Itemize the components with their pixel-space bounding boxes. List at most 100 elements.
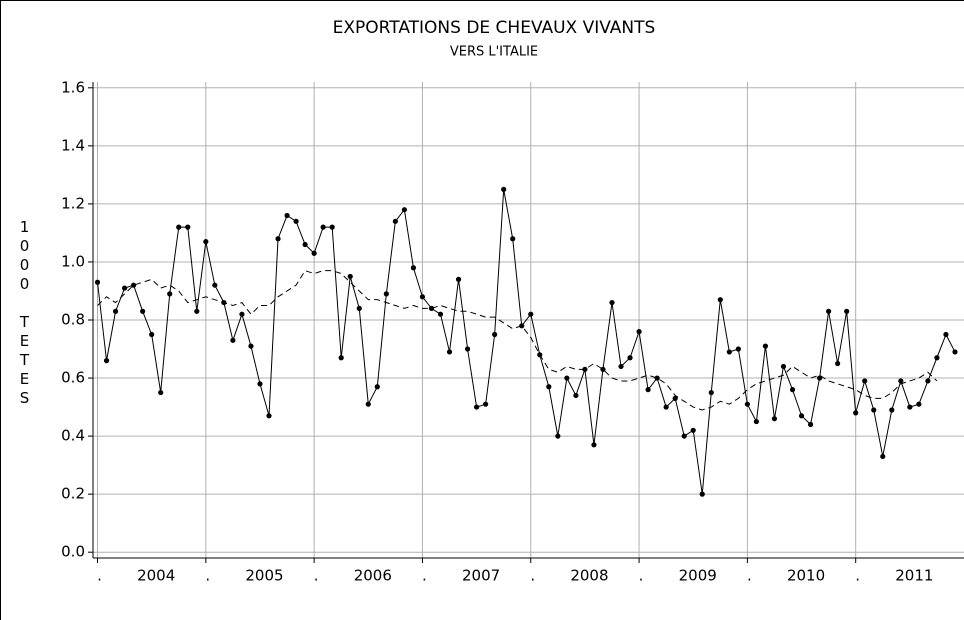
y-tick-label: 1.4 bbox=[61, 136, 85, 154]
data-point bbox=[492, 331, 498, 338]
y-tick-label: 1.0 bbox=[61, 252, 85, 270]
data-point bbox=[582, 366, 588, 372]
y-tick-label: 0.0 bbox=[61, 543, 85, 561]
data-point bbox=[826, 308, 832, 314]
data-point bbox=[627, 355, 633, 361]
data-point bbox=[392, 218, 398, 224]
data-point bbox=[176, 224, 182, 230]
data-point bbox=[140, 308, 146, 314]
y-tick-label: 0.8 bbox=[61, 311, 85, 329]
data-point bbox=[131, 282, 137, 288]
data-point bbox=[239, 311, 245, 317]
data-point bbox=[455, 276, 462, 282]
data-point bbox=[464, 346, 471, 352]
data-point bbox=[889, 407, 895, 413]
data-point bbox=[690, 427, 696, 433]
data-point bbox=[780, 363, 787, 370]
data-point bbox=[771, 416, 778, 422]
x-tick-label: . bbox=[530, 567, 535, 585]
data-point bbox=[663, 404, 669, 410]
data-point bbox=[735, 346, 741, 352]
data-point bbox=[121, 285, 128, 291]
data-point bbox=[103, 358, 110, 364]
x-tick-label: . bbox=[314, 567, 319, 585]
x-tick-label: 2006 bbox=[354, 567, 392, 585]
data-point bbox=[618, 363, 624, 370]
data-point bbox=[284, 212, 290, 219]
data-point bbox=[753, 418, 760, 425]
chart-subtitle: VERS L'ITALIE bbox=[450, 45, 538, 60]
data-point bbox=[446, 349, 453, 355]
data-point bbox=[94, 279, 101, 285]
data-point bbox=[952, 349, 958, 355]
data-point bbox=[356, 305, 362, 311]
data-point bbox=[501, 186, 507, 192]
data-point bbox=[212, 282, 218, 288]
x-tick-label: . bbox=[422, 567, 427, 585]
series-line bbox=[97, 189, 956, 495]
data-point bbox=[672, 395, 678, 401]
data-point bbox=[266, 413, 272, 419]
data-point bbox=[717, 297, 723, 303]
data-point bbox=[302, 241, 308, 248]
data-point bbox=[149, 331, 155, 338]
data-point bbox=[564, 375, 570, 381]
data-point bbox=[158, 389, 164, 396]
data-point bbox=[528, 311, 534, 317]
data-point bbox=[726, 349, 732, 355]
data-point bbox=[320, 224, 326, 230]
data-point bbox=[699, 491, 705, 497]
data-point bbox=[329, 224, 335, 230]
data-point bbox=[257, 381, 263, 387]
data-point bbox=[609, 299, 615, 306]
data-point bbox=[798, 413, 805, 419]
data-point bbox=[112, 308, 119, 314]
y-tick-label: 0.6 bbox=[61, 369, 85, 387]
data-point bbox=[311, 250, 317, 256]
data-point bbox=[835, 360, 841, 367]
data-point bbox=[943, 331, 949, 338]
data-point bbox=[907, 404, 913, 410]
data-point bbox=[862, 378, 868, 384]
x-tick-label: . bbox=[639, 567, 644, 585]
data-point bbox=[365, 401, 371, 407]
x-tick-label: 2004 bbox=[137, 567, 175, 585]
data-point bbox=[167, 291, 173, 297]
data-point bbox=[681, 433, 687, 439]
data-point bbox=[807, 421, 814, 428]
x-tick-label: 2010 bbox=[787, 567, 825, 585]
y-tick-label: 0.4 bbox=[61, 427, 85, 445]
data-point bbox=[474, 404, 480, 410]
x-tick-label: 2007 bbox=[462, 567, 500, 585]
data-point bbox=[916, 401, 922, 407]
data-point bbox=[347, 273, 353, 280]
data-point bbox=[654, 375, 660, 381]
data-point bbox=[853, 410, 859, 416]
y-axis-label: 1000 TETES bbox=[16, 218, 34, 408]
data-point bbox=[338, 355, 344, 361]
data-point bbox=[410, 265, 417, 271]
y-tick-label: 1.6 bbox=[61, 78, 85, 96]
data-point bbox=[871, 407, 877, 413]
data-point bbox=[383, 291, 389, 297]
data-point bbox=[428, 305, 435, 311]
data-point bbox=[636, 329, 642, 335]
x-tick-label: . bbox=[205, 567, 210, 585]
data-point bbox=[194, 308, 200, 314]
data-point bbox=[230, 337, 236, 343]
data-point bbox=[419, 294, 426, 300]
data-point bbox=[789, 387, 796, 393]
x-tick-label: 2005 bbox=[245, 567, 283, 585]
data-point bbox=[934, 355, 940, 361]
series-line bbox=[97, 270, 938, 411]
data-point bbox=[591, 442, 597, 448]
data-point bbox=[483, 401, 489, 407]
data-point bbox=[437, 311, 444, 317]
data-point bbox=[248, 343, 254, 349]
data-point bbox=[816, 375, 823, 381]
data-point bbox=[401, 207, 407, 213]
data-point bbox=[510, 236, 516, 242]
y-tick-label: 1.2 bbox=[61, 194, 85, 212]
